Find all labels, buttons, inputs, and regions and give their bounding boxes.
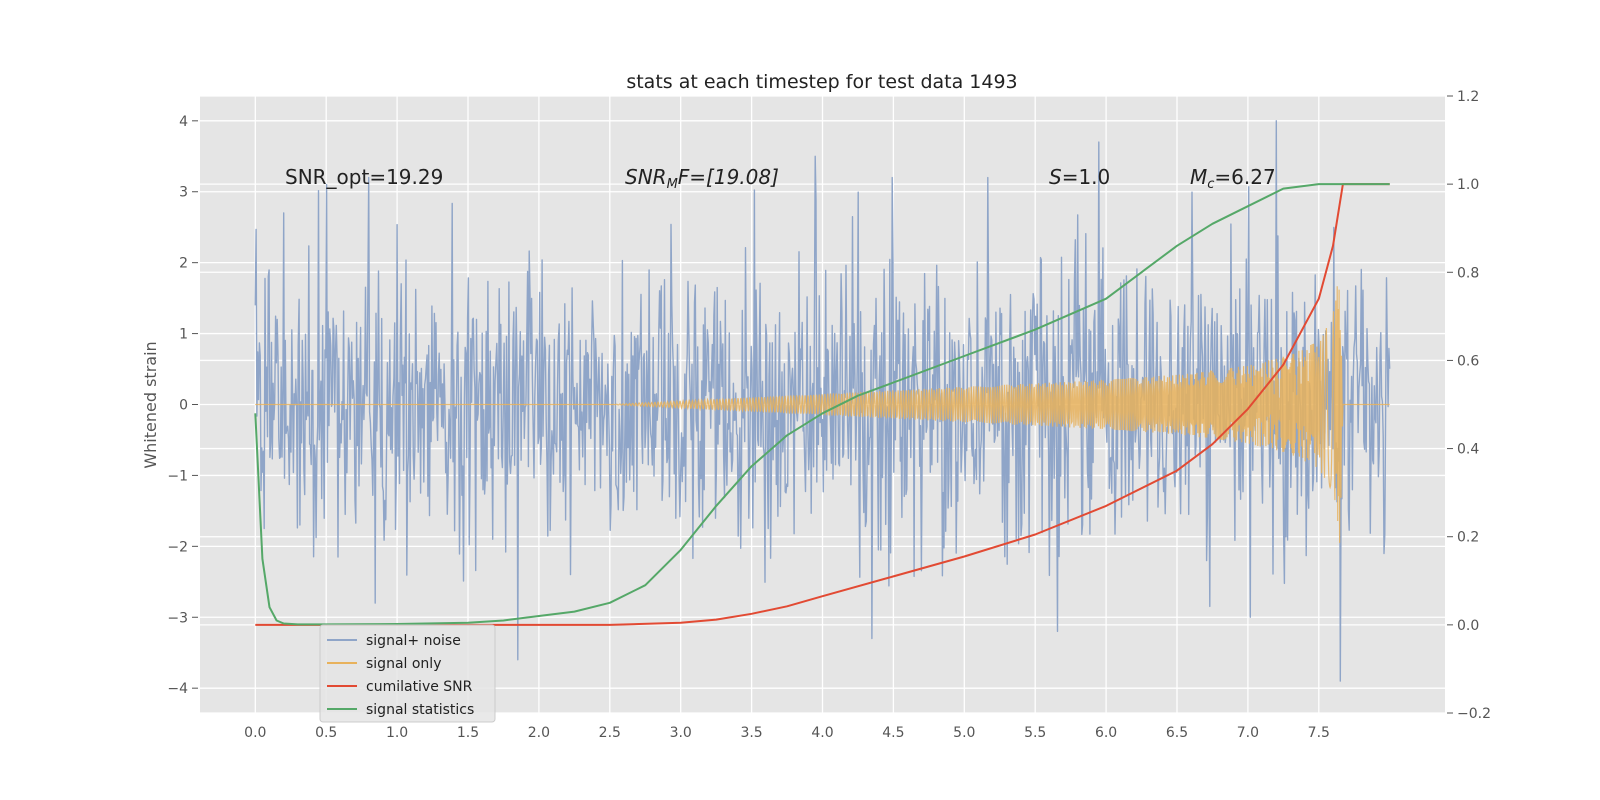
series-signal-only	[255, 286, 1390, 543]
annotation-snr-mf-sub: M	[667, 177, 678, 192]
legend-label-signal-statistics: signal statistics	[366, 702, 474, 718]
chart-title: stats at each timestep for test data 149…	[626, 71, 1017, 93]
y-tick-label: −4	[167, 681, 188, 697]
annotation-snr-mf-label: SNR	[625, 165, 667, 189]
x-tick-label: 0.5	[315, 725, 337, 741]
legend-label-signal-only: signal only	[366, 656, 441, 672]
x-tick-label: 6.0	[1095, 725, 1117, 741]
legend-label-signal-noise: signal+ noise	[366, 633, 461, 649]
y2-tick-label: 0.4	[1457, 442, 1479, 458]
x-tick-label: 1.5	[457, 725, 479, 741]
x-tick-label: 4.5	[882, 725, 904, 741]
x-tick-label: 1.0	[386, 725, 408, 741]
x-tick-label: 5.0	[953, 725, 975, 741]
annotation-mc-label: M	[1190, 165, 1207, 189]
legend: signal+ noise signal only cumilative SNR…	[319, 624, 496, 723]
series-signal-noise	[254, 120, 1391, 682]
x-tick-label: 7.0	[1237, 725, 1259, 741]
legend-box	[319, 624, 496, 723]
x-tick-label: 5.5	[1024, 725, 1046, 741]
x-tick-label: 3.0	[670, 725, 692, 741]
annotation-snr-opt: SNR_opt=19.29	[285, 165, 443, 189]
annotation-s: S=1.0	[1049, 165, 1110, 189]
x-tick-label: 3.5	[740, 725, 762, 741]
legend-label-cumulative-snr: cumilative SNR	[366, 679, 473, 695]
y2-tick-label: 0.0	[1457, 618, 1479, 634]
y-tick-label: 4	[179, 114, 188, 130]
y-tick-label: −3	[167, 610, 188, 626]
annotation-mc-value: =6.27	[1214, 165, 1275, 189]
annotation-s-label: S	[1049, 165, 1062, 189]
y2-tick-label: 0.6	[1457, 353, 1479, 369]
x-tick-label: 7.5	[1308, 725, 1330, 741]
x-tick-label: 6.5	[1166, 725, 1188, 741]
annotation-s-value: =1.0	[1062, 165, 1111, 189]
x-tick-label: 0.0	[244, 725, 266, 741]
y-tick-label: 1	[179, 327, 188, 343]
series-layer	[254, 120, 1391, 682]
y-tick-label: −1	[167, 468, 188, 484]
x-tick-label: 4.0	[811, 725, 833, 741]
series-cumulative-snr	[255, 183, 1390, 626]
y-tick-label: 2	[179, 256, 188, 272]
y-tick-label: −2	[167, 539, 188, 555]
y-tick-label: 3	[179, 185, 188, 201]
y-axis-label: Whitened strain	[141, 341, 160, 468]
y2-tick-label: 0.2	[1457, 530, 1479, 546]
y-tick-label: 0	[179, 398, 188, 414]
series-signal-statistics	[254, 183, 1390, 626]
annotation-snr-mf-tail: F=[19.08]	[678, 165, 779, 189]
x-tick-label: 2.0	[528, 725, 550, 741]
y2-tick-label: 1.2	[1457, 89, 1479, 105]
y2-tick-label: 0.8	[1457, 265, 1479, 281]
x-tick-label: 2.5	[599, 725, 621, 741]
annotation-snr-mf: SNRMF=[19.08]	[625, 165, 779, 192]
annotation-mc: Mc=6.27	[1190, 165, 1276, 192]
annotation-mc-sub: c	[1207, 177, 1214, 192]
ticks-layer: 0.0 0.5 1.0 1.5 2.0 2.5 3.0 3.5 4.0 4.5 5.0 5.5 6.0 6…	[167, 89, 1491, 741]
y2-tick-label: 1.0	[1457, 177, 1479, 193]
y2-tick-label: −0.2	[1457, 706, 1491, 722]
